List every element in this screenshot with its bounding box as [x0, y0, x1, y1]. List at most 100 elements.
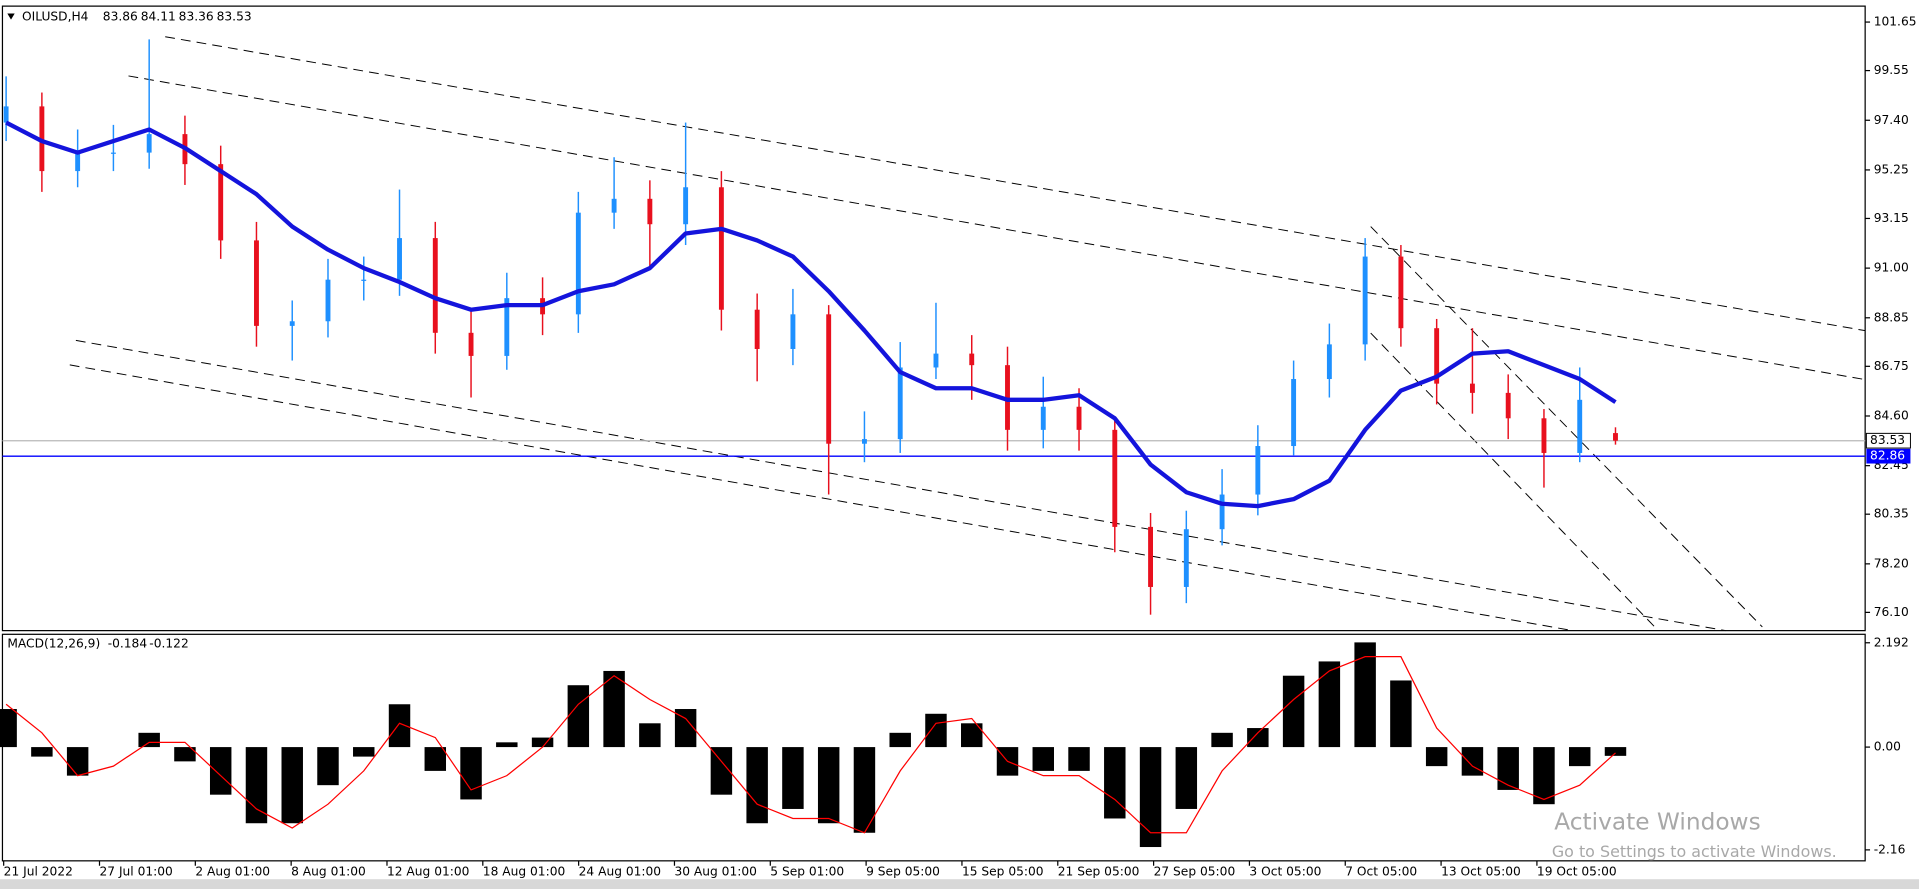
candle-body [754, 309, 760, 349]
y-tick-label: 93.15 [1874, 211, 1909, 225]
candle-body [575, 212, 581, 315]
candle-body [1434, 328, 1440, 384]
macd-bar [1354, 642, 1376, 748]
candle-body [361, 279, 367, 281]
macd-bar [138, 732, 160, 748]
watermark-title: Activate Windows [1554, 808, 1760, 835]
y-tick-label: 99.55 [1874, 63, 1909, 77]
macd-bar [1211, 732, 1233, 748]
candle-body [3, 106, 9, 123]
candle-body [969, 353, 975, 366]
candle-body [75, 152, 81, 172]
macd-bar [674, 709, 697, 748]
macd-bar [31, 747, 53, 757]
macd-bar [603, 670, 625, 748]
macd-bar [424, 747, 447, 771]
trendline [165, 36, 1866, 332]
x-tick-label: 2 Aug 01:00 [195, 864, 270, 878]
macd-bar [1032, 747, 1054, 771]
macd-bar [1175, 747, 1198, 809]
x-tick-label: 3 Oct 05:00 [1249, 864, 1321, 878]
x-tick-label: 30 Aug 01:00 [674, 864, 756, 878]
symbol: OILUSD,H4 [22, 10, 89, 24]
x-tick-label: 5 Sep 01:00 [770, 864, 844, 878]
candle-body [146, 134, 152, 153]
candle-body [1505, 392, 1511, 419]
level-label-bg [1866, 448, 1911, 464]
candle-body [1255, 446, 1261, 495]
macd-bar [639, 723, 661, 748]
candle-body [218, 164, 224, 241]
x-tick-label: 9 Sep 05:00 [866, 864, 940, 878]
candle-body [1362, 256, 1368, 345]
macd-bar [1533, 747, 1555, 805]
header-close: 83.53 [217, 10, 252, 24]
macd-bar [853, 747, 876, 833]
candle-body [861, 439, 867, 444]
macd-main-value: -0.184 [108, 637, 148, 651]
x-tick-label: 21 Sep 05:00 [1058, 864, 1140, 878]
candle-body [1326, 344, 1332, 380]
y-tick-label: 91.00 [1874, 261, 1909, 275]
macd-bar [1282, 675, 1305, 748]
y-tick-label: 86.75 [1874, 359, 1909, 373]
collapse-arrow[interactable] [7, 13, 15, 20]
candle-body [325, 279, 331, 322]
macd-bar [209, 747, 232, 795]
macd-bar [1604, 747, 1627, 756]
x-tick-label: 13 Oct 05:00 [1441, 864, 1521, 878]
candle-body [1005, 365, 1010, 430]
y-tick-label: 88.85 [1874, 310, 1909, 324]
x-tick-label: 12 Aug 01:00 [387, 864, 469, 878]
macd-title: MACD(12,26,9) [7, 637, 100, 651]
candle-body [504, 298, 510, 356]
macd-bar [460, 747, 482, 800]
candle-body [1112, 429, 1118, 527]
y-tick-label: 84.60 [1874, 408, 1909, 422]
macd-bar [746, 747, 768, 824]
y-tick-label: 95.25 [1874, 162, 1909, 176]
y-tick-label: 97.40 [1874, 113, 1909, 127]
tab-strip [0, 879, 1919, 889]
candle-body [683, 187, 689, 225]
x-tick-label: 24 Aug 01:00 [579, 864, 661, 878]
x-tick-label: 27 Sep 05:00 [1154, 864, 1236, 878]
candle-body [647, 198, 653, 225]
macd-bar [567, 685, 590, 748]
macd-bar [1247, 728, 1269, 748]
macd-bar [1568, 747, 1591, 767]
candle-body [468, 332, 474, 356]
candle-body [1469, 383, 1475, 393]
macd-bar [0, 709, 17, 748]
y-tick-label: -2.16 [1874, 842, 1906, 856]
macd-bar [1390, 680, 1412, 748]
macd-bar [1104, 747, 1126, 819]
macd-bar [1318, 661, 1341, 748]
y-tick-label: 76.10 [1874, 605, 1909, 619]
candle-body [1148, 526, 1154, 587]
macd-signal-value: -0.122 [149, 637, 188, 651]
x-tick-label: 27 Jul 01:00 [99, 864, 172, 878]
trendline [128, 75, 1866, 381]
y-tick-label: 78.20 [1874, 556, 1909, 570]
candle-body [1076, 406, 1082, 430]
watermark-subtitle: Go to Settings to activate Windows. [1552, 842, 1837, 861]
candle-body [611, 198, 617, 213]
macd-bar [889, 732, 911, 748]
macd-bar [925, 713, 947, 748]
macd-bar [1139, 747, 1162, 848]
candle-body [1291, 379, 1297, 447]
x-tick-label: 7 Oct 05:00 [1345, 864, 1417, 878]
candle-body [289, 321, 295, 326]
x-tick-label: 8 Aug 01:00 [291, 864, 366, 878]
macd-bar [1425, 747, 1448, 767]
candle-body [897, 367, 903, 440]
candle-body [254, 240, 259, 326]
macd-bar [353, 747, 375, 757]
macd-bar [817, 747, 840, 824]
candle-body [933, 353, 939, 368]
macd-bar [317, 747, 339, 786]
header-open: 83.86 [103, 10, 138, 24]
